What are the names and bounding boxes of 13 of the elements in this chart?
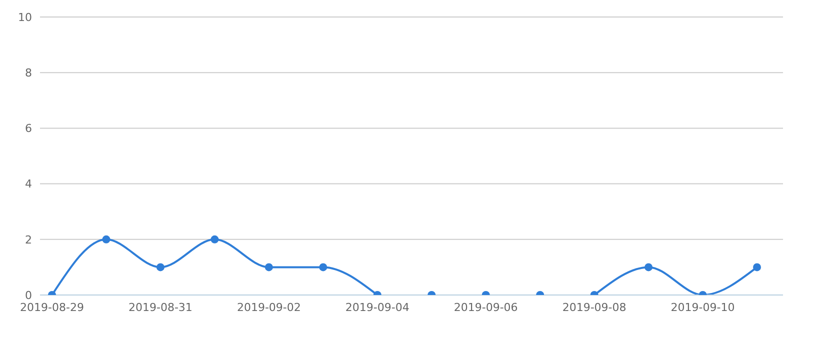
x-tick-label: 2019-09-08 [562,300,626,314]
y-tick-label: 0 [25,288,32,302]
x-tick-label: 2019-08-29 [20,300,84,314]
x-tick-label: 2019-09-06 [454,300,518,314]
x-tick-label: 2019-08-31 [128,300,192,314]
y-tick-label: 2 [25,233,32,246]
x-tick-label: 2019-09-02 [236,300,301,314]
x-tick-label: 2019-09-04 [345,300,410,314]
y-tick-label: 6 [25,122,32,136]
x-tick-label: 2019-09-10 [670,300,735,314]
y-tick-label: 8 [25,66,32,80]
y-tick-label: 4 [25,178,32,191]
y-tick-label: 10 [18,10,32,24]
